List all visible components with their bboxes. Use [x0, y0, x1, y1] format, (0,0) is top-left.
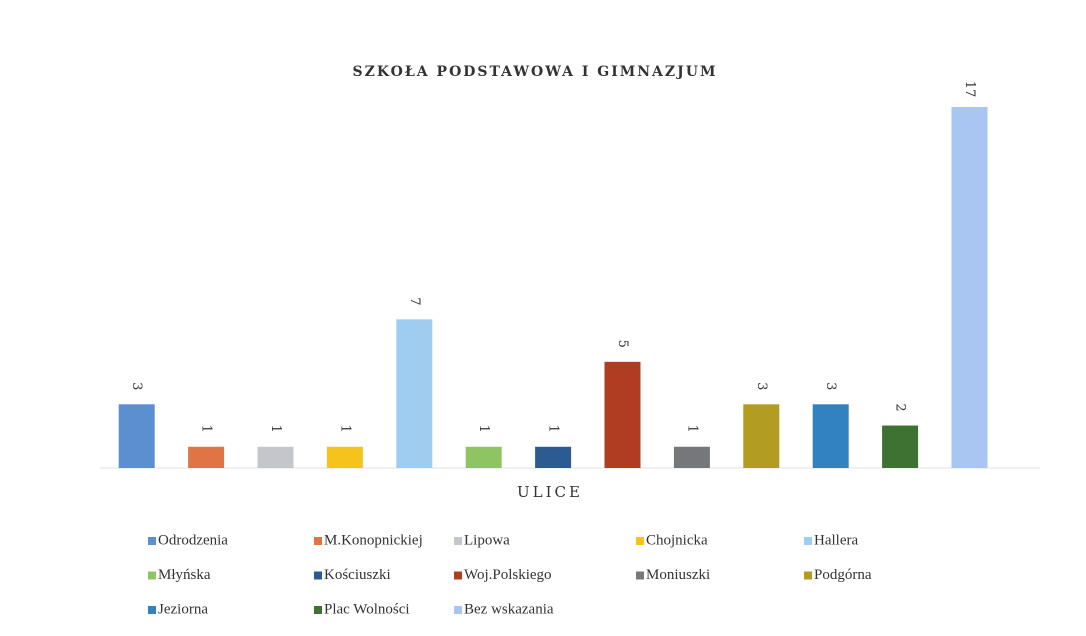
legend-swatch: [148, 606, 156, 614]
chart-title: SZKOŁA PODSTAWOWA I GIMNAZJUM: [353, 64, 718, 80]
legend-label: M.Konopnickiej: [324, 532, 423, 548]
bar: [951, 107, 988, 468]
legend-label: Woj.Polskiego: [464, 567, 552, 583]
bar: [604, 361, 641, 468]
data-label: 17: [962, 81, 977, 98]
legend-swatch: [804, 537, 812, 545]
legend-swatch: [454, 537, 462, 545]
legend-swatch: [148, 571, 156, 580]
legend-swatch: [314, 606, 322, 614]
data-label: 7: [407, 297, 422, 305]
legend-label: Odrodzenia: [158, 532, 228, 548]
bar: [118, 404, 155, 468]
bar: [812, 404, 849, 468]
legend-swatch: [148, 537, 156, 545]
data-label: 1: [337, 425, 352, 433]
legend-label: Jeziorna: [158, 601, 208, 617]
data-label: 3: [129, 382, 144, 390]
data-label: 3: [823, 382, 838, 390]
bar: [326, 446, 363, 468]
data-label: 5: [615, 340, 630, 348]
legend-label: Kościuszki: [324, 567, 391, 583]
bar: [743, 404, 780, 468]
legend-label: Lipowa: [464, 532, 510, 548]
data-label: 1: [268, 425, 283, 433]
legend-swatch: [454, 606, 462, 614]
data-label: 3: [754, 382, 769, 390]
legend-swatch: [454, 571, 462, 580]
bar: [188, 446, 225, 468]
bar: [535, 446, 572, 468]
data-label: 1: [546, 425, 561, 433]
legend-label: Moniuszki: [646, 567, 710, 583]
legend-label: Chojnicka: [646, 532, 708, 548]
legend-swatch: [636, 537, 644, 545]
data-label: 1: [199, 425, 214, 433]
x-axis-label: ULICE: [517, 483, 583, 501]
bar: [673, 446, 710, 468]
legend-swatch: [314, 537, 322, 545]
bar: [882, 425, 919, 468]
data-label: 1: [684, 425, 699, 433]
legend-swatch: [804, 571, 812, 580]
legend-swatch: [636, 571, 644, 580]
legend-label: Podgórna: [814, 567, 872, 583]
bar: [257, 446, 294, 468]
legend-swatch: [314, 571, 322, 580]
legend-label: Hallera: [814, 532, 858, 548]
bar: [465, 446, 502, 468]
data-label: 2: [893, 403, 908, 411]
legend-label: Plac Wolności: [324, 601, 410, 617]
legend-label: Młyńska: [158, 567, 211, 583]
data-label: 1: [476, 425, 491, 433]
legend-label: Bez wskazania: [464, 601, 554, 617]
bar: [396, 319, 433, 468]
